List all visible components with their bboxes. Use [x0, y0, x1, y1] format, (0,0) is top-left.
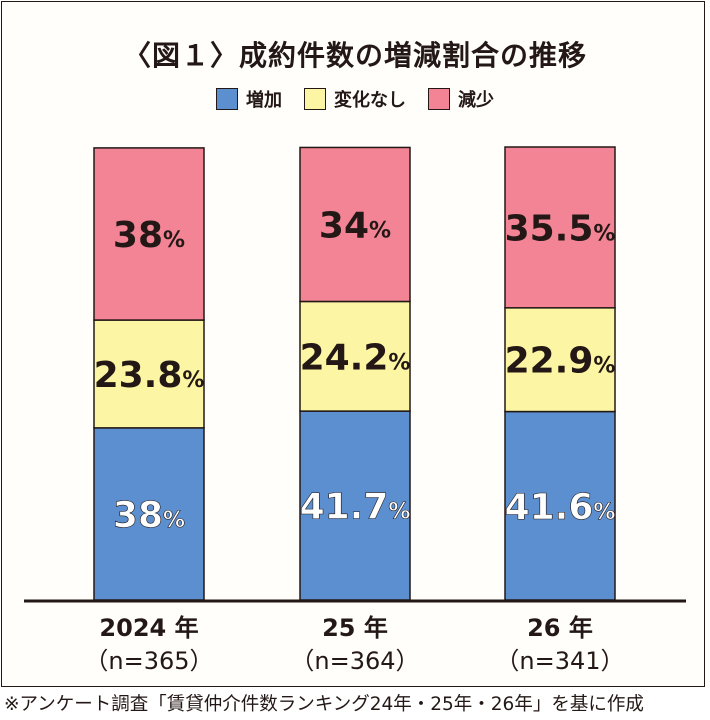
sample-size-2024: （n=365） — [84, 647, 214, 675]
legend-item-decrease: 減少 — [428, 86, 494, 112]
chart-title: 〈図１〉成約件数の増減割合の推移 — [122, 39, 587, 72]
sample-size-2026: （n=341） — [495, 647, 625, 675]
data-label-increase-1: 41.7% — [300, 487, 411, 528]
bar-segment-increase-1 — [299, 410, 411, 601]
bar-segment-unchanged-1 — [299, 300, 411, 412]
data-label-increase-0: 38% — [113, 495, 185, 536]
legend-label-unchanged: 変化なし — [334, 90, 406, 111]
legend-item-increase: 増加 — [216, 86, 282, 112]
bar-segment-unchanged-2 — [504, 307, 616, 413]
data-label-decrease-1: 34% — [319, 205, 391, 246]
data-label-unchanged-0: 23.8% — [94, 355, 205, 396]
legend: 増加 変化なし 減少 — [0, 86, 710, 112]
legend-item-unchanged: 変化なし — [304, 86, 406, 112]
data-label-unchanged-2: 22.9% — [505, 341, 616, 382]
footnote: ※アンケート調査「賃貸仲介件数ランキング24年・25年・26年」を基に作成 — [4, 694, 644, 715]
category-label-2024: 2024 年 — [99, 614, 199, 642]
legend-swatch-decrease — [428, 88, 450, 110]
bar-segment-increase-0 — [93, 427, 205, 601]
bar-segment-decrease-2 — [504, 146, 616, 309]
sample-size-2025: （n=364） — [290, 647, 420, 675]
data-label-unchanged-1: 24.2% — [300, 337, 411, 378]
bar-segment-increase-2 — [504, 410, 616, 601]
legend-label-increase: 増加 — [246, 90, 282, 111]
category-label-2026: 26 年 — [527, 614, 593, 642]
data-label-increase-2: 41.6% — [505, 487, 616, 528]
data-label-decrease-2: 35.5% — [505, 208, 616, 249]
category-label-2025: 25 年 — [322, 614, 388, 642]
bar-segment-decrease-1 — [299, 146, 411, 303]
data-label-decrease-0: 38% — [113, 215, 185, 256]
legend-swatch-increase — [216, 88, 238, 110]
bar-segment-decrease-0 — [93, 147, 205, 321]
legend-label-decrease: 減少 — [458, 90, 494, 111]
legend-swatch-unchanged — [304, 88, 326, 110]
